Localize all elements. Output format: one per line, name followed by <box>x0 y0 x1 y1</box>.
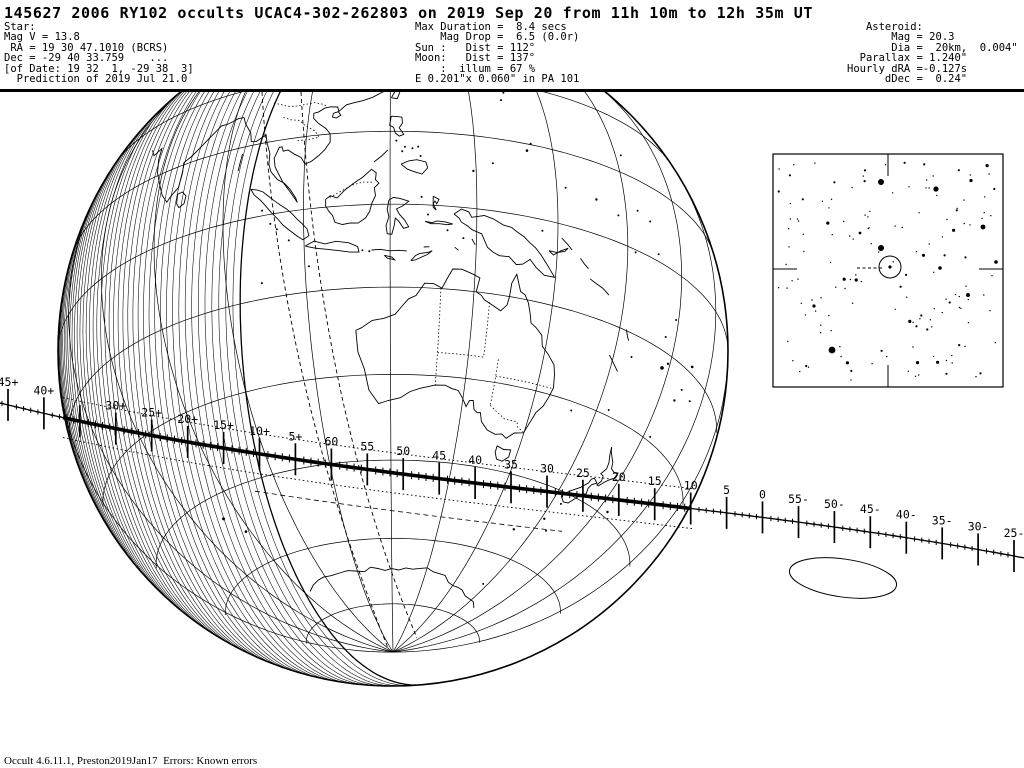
svg-text:0: 0 <box>759 487 766 501</box>
svg-text:5+: 5+ <box>288 429 302 443</box>
svg-text:30: 30 <box>540 462 554 476</box>
svg-text:15+: 15+ <box>213 418 234 432</box>
svg-text:25+: 25+ <box>141 406 162 420</box>
star-info-block: Star: Mag V = 13.8 RA = 19 30 47.1010 (B… <box>4 21 194 86</box>
page-title: 145627 2006 RY102 occults UCAC4-302-2628… <box>4 4 813 22</box>
svg-text:50-: 50- <box>824 497 845 511</box>
asteroid-info-block: Asteroid: Mag = 20.3 Dia = 20km, 0.004" … <box>847 21 1018 86</box>
svg-text:10: 10 <box>684 479 698 493</box>
svg-text:20+: 20+ <box>177 412 198 426</box>
svg-text:40+: 40+ <box>34 383 55 397</box>
svg-text:55: 55 <box>360 439 374 453</box>
svg-text:60: 60 <box>324 435 338 449</box>
svg-text:25-: 25- <box>1004 526 1024 540</box>
svg-text:50: 50 <box>396 444 410 458</box>
svg-text:30-: 30- <box>968 520 989 534</box>
header-separator <box>0 89 1024 92</box>
status-bar: Occult 4.6.11.1, Preston2019Jan17 Errors… <box>4 755 258 767</box>
svg-text:45: 45 <box>432 449 446 463</box>
occultation-map: 45+40+30+ 25+ 20+ 15+ 10+ 5+ 60 55 50 45 40 35 30 25 2… <box>0 90 1024 687</box>
svg-text:5: 5 <box>723 483 730 497</box>
svg-text:35: 35 <box>504 457 518 471</box>
event-info-block: Max Duration = 8.4 secs Mag Drop = 6.5 (… <box>415 21 580 86</box>
svg-text:40-: 40- <box>896 508 917 522</box>
svg-text:35-: 35- <box>932 513 953 527</box>
svg-text:30+: 30+ <box>105 399 126 413</box>
svg-text:10+: 10+ <box>249 424 270 438</box>
svg-text:45-: 45- <box>860 502 881 516</box>
svg-text:40: 40 <box>468 453 482 467</box>
svg-text:55-: 55- <box>788 492 809 506</box>
svg-text:45+: 45+ <box>0 375 18 389</box>
svg-text:20: 20 <box>612 470 626 484</box>
svg-text:25: 25 <box>576 466 590 480</box>
svg-text:15: 15 <box>648 474 662 488</box>
